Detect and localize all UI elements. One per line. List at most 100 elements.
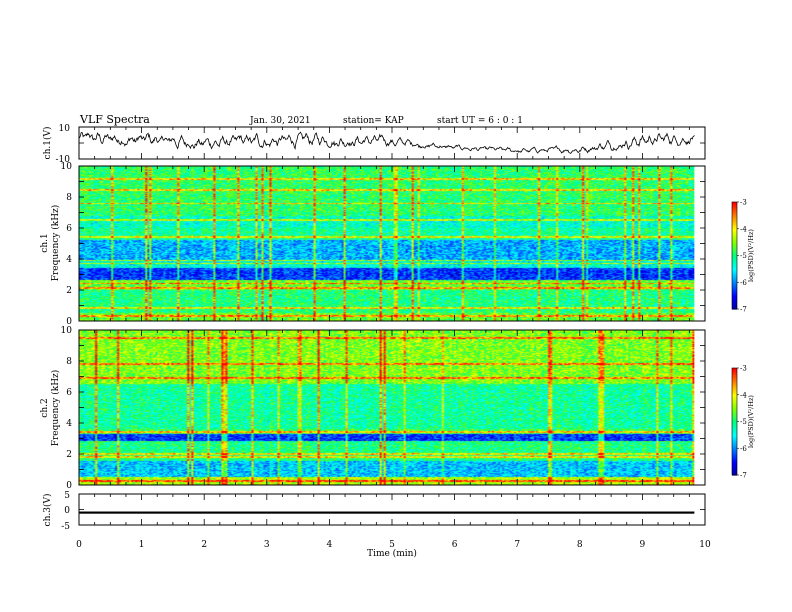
colorbar-segment — [732, 251, 737, 255]
colorbar-segment — [732, 250, 737, 253]
colorbar-tick-label: -3 — [740, 365, 747, 373]
colorbar-segment — [732, 214, 737, 217]
ch1-spectrogram-image — [79, 166, 695, 321]
ch1-waveform-ylabel: ch.1(V) — [42, 127, 53, 160]
colorbar-segment — [732, 462, 737, 465]
frequency-tick-label: 6 — [66, 388, 72, 398]
colorbar-segment — [732, 464, 737, 467]
colorbar-segment — [732, 380, 737, 383]
frequency-tick-label: 0 — [66, 481, 72, 491]
frequency-tick-label: 10 — [61, 326, 73, 336]
colorbar-segment — [732, 439, 737, 442]
time-tick-label: 2 — [201, 540, 207, 550]
colorbar-segment — [732, 292, 737, 296]
colorbar-segment — [732, 259, 737, 262]
colorbar-segment — [732, 219, 737, 223]
colorbar-segment — [732, 255, 737, 258]
colorbar-segment — [732, 425, 737, 428]
colorbar-label: log(PSD)(V²/Hz) — [747, 395, 755, 448]
colorbar-segment — [732, 401, 737, 405]
colorbar-segment — [732, 435, 737, 439]
colorbar-segment — [732, 273, 737, 276]
colorbar-segment — [732, 289, 737, 292]
ch1-colorbar: -3 -4 -5 -6 -7 log(PSD)(V²/Hz) — [731, 199, 755, 314]
colorbar-segment — [732, 455, 737, 458]
station-label: station= KAP — [343, 116, 404, 126]
ch1-frequency-tick-labels: 0 2 4 6 8 10 — [61, 162, 73, 327]
colorbar-segment — [732, 460, 737, 464]
colorbar-segment — [732, 284, 737, 287]
ch3-y-tick-middle: 0 — [64, 506, 70, 516]
colorbar-segment — [732, 234, 737, 237]
colorbar-segment — [732, 469, 737, 473]
colorbar-segment — [732, 373, 737, 376]
colorbar-segment — [732, 221, 737, 224]
colorbar-segment — [732, 202, 737, 205]
colorbar-segment — [732, 285, 737, 289]
colorbar-segment — [732, 303, 737, 307]
colorbar-label: log(PSD)(V²/Hz) — [747, 229, 755, 282]
colorbar-segment — [732, 385, 737, 389]
colorbar-segment — [732, 446, 737, 449]
colorbar-segment — [732, 442, 737, 446]
colorbar-segment — [732, 276, 737, 280]
colorbar-segment — [732, 441, 737, 444]
figure-title: VLF Spectra — [79, 113, 150, 126]
ch2-spectrogram-ylabel-ch: ch.2 — [40, 398, 50, 417]
frequency-tick-label: 8 — [66, 357, 72, 367]
colorbar-segment — [732, 450, 737, 453]
colorbar-segment — [732, 307, 737, 310]
colorbar-segment — [732, 237, 737, 241]
ch1-spectrogram-panel: 0 2 4 6 8 10 ch.1 Frequency (kHz) -3 -4 -5 -6 -7 l… — [40, 162, 755, 327]
colorbar-segment — [732, 243, 737, 246]
colorbar-tick-label: -7 — [740, 306, 747, 314]
colorbar-segment — [732, 207, 737, 210]
colorbar-tick-label: -5 — [740, 252, 747, 260]
frequency-tick-label: 8 — [66, 193, 72, 203]
colorbar-segment — [732, 387, 737, 390]
date-label: Jan. 30, 2021 — [249, 116, 311, 126]
colorbar-segment — [732, 260, 737, 264]
colorbar-segment — [732, 432, 737, 435]
colorbar-segment — [732, 384, 737, 387]
time-axis-label: Time (min) — [367, 548, 417, 559]
colorbar-segment — [732, 423, 737, 426]
colorbar-segment — [732, 428, 737, 432]
colorbar-segment — [732, 394, 737, 398]
time-tick-label: 0 — [76, 540, 82, 550]
ch3-waveform-panel: 5 0 -5 ch.3(V) 0 1 2 3 4 5 6 7 8 9 10 Time (min) — [42, 491, 711, 559]
ch1-spectrogram-ylabel-freq: Frequency (kHz) — [50, 205, 61, 282]
colorbar-segment — [732, 375, 737, 378]
ch2-colorbar: -3 -4 -5 -6 -7 log(PSD)(V²/Hz) — [731, 365, 755, 480]
frequency-tick-label: 0 — [66, 317, 72, 327]
ch1-spectrogram-ticks — [78, 165, 706, 322]
colorbar-segment — [732, 407, 737, 410]
ch3-waveform-plot — [79, 511, 695, 514]
time-tick-label: 3 — [264, 540, 270, 550]
colorbar-segment — [732, 471, 737, 474]
ch2-spectrogram-panel: 0 2 4 6 8 10 ch.2 Frequency (kHz) -3 -4 -5 -6 -7 l… — [40, 326, 755, 491]
colorbar-segment — [732, 458, 737, 462]
colorbar-segment — [732, 275, 737, 278]
time-tick-label: 4 — [327, 540, 333, 550]
ch2-frequency-tick-labels: 0 2 4 6 8 10 — [61, 326, 73, 491]
colorbar-segment — [732, 269, 737, 273]
colorbar-segment — [732, 448, 737, 451]
ch1-spectrogram-ylabel-ch: ch.1 — [40, 233, 50, 252]
colorbar-segment — [732, 248, 737, 251]
colorbar-segment — [732, 444, 737, 448]
colorbar-segment — [732, 451, 737, 455]
colorbar-tick-label: -7 — [740, 472, 747, 480]
colorbar-segment — [732, 392, 737, 396]
colorbar-segment — [732, 271, 737, 274]
colorbar-segment — [732, 282, 737, 285]
ch3-y-tick-bottom: -5 — [61, 522, 70, 532]
colorbar-segment — [732, 368, 737, 371]
time-tick-label: 7 — [514, 540, 520, 550]
colorbar-segment — [732, 301, 737, 305]
colorbar-segment — [732, 228, 737, 232]
colorbar-segment — [732, 226, 737, 230]
time-tick-label: 10 — [699, 540, 711, 550]
colorbar-segment — [732, 466, 737, 469]
colorbar-segment — [732, 230, 737, 233]
